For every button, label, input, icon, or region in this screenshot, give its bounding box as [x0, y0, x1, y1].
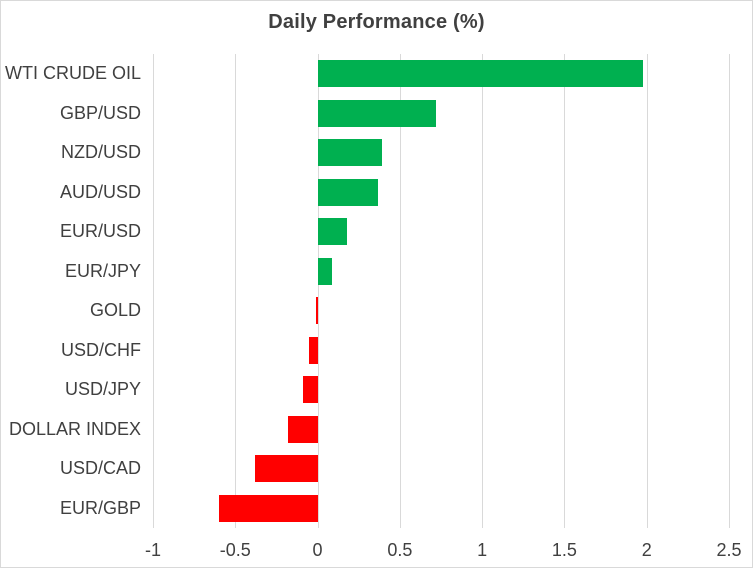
- x-tick-label: 2: [641, 540, 652, 560]
- category-label: EUR/USD: [59, 221, 141, 242]
- gridline: [399, 54, 401, 528]
- category-label: GOLD: [89, 300, 141, 321]
- x-tick-label: 0.5: [387, 540, 413, 560]
- chart-title: Daily Performance (%): [268, 11, 485, 33]
- bar-wti-crude-oil: [317, 60, 644, 88]
- bar-aud-usd: [317, 178, 379, 206]
- bar-gbp-usd: [317, 99, 437, 127]
- gridline: [482, 54, 484, 528]
- bar-usd-chf: [309, 336, 318, 364]
- category-label: WTI CRUDE OIL: [4, 63, 141, 84]
- bar-eur-usd: [317, 218, 348, 246]
- category-axis: WTI CRUDE OIL GBP/USD NZD/USD AUD/USD EUR/US…: [1, 54, 141, 528]
- bar-usd-cad: [255, 455, 318, 483]
- x-tick-label: 1.5: [551, 540, 577, 560]
- category-label: DOLLAR INDEX: [8, 418, 141, 439]
- gridline: [729, 54, 730, 528]
- bar-usd-jpy: [302, 376, 318, 404]
- category-label: USD/JPY: [64, 379, 141, 400]
- value-axis: -1 -0.5 0 0.5 1 1.5 2 2.5: [145, 540, 742, 562]
- category-label: USD/CAD: [59, 458, 141, 479]
- bar-eur-gbp: [218, 494, 318, 522]
- gridline: [564, 54, 566, 528]
- gridline: [153, 54, 154, 528]
- bar-gold: [315, 297, 318, 325]
- plot-area: [153, 54, 730, 528]
- x-tick-label: -1: [144, 540, 162, 560]
- gridline: [235, 54, 237, 528]
- x-tick-label: 0: [312, 540, 323, 560]
- category-label: USD/CHF: [61, 339, 141, 360]
- x-tick-label: -0.5: [219, 540, 251, 560]
- bar-dollar-index: [287, 415, 318, 443]
- bar-nzd-usd: [317, 139, 382, 167]
- category-label: AUD/USD: [59, 181, 141, 202]
- gridline: [646, 54, 648, 528]
- gridline: [317, 54, 319, 528]
- category-label: NZD/USD: [61, 142, 141, 163]
- category-label: GBP/USD: [59, 102, 141, 123]
- x-tick-label: 2.5: [716, 540, 742, 560]
- category-label: EUR/JPY: [64, 260, 141, 281]
- category-label: EUR/GBP: [59, 497, 141, 518]
- x-tick-label: 1: [477, 540, 488, 560]
- bar-eur-jpy: [317, 257, 333, 285]
